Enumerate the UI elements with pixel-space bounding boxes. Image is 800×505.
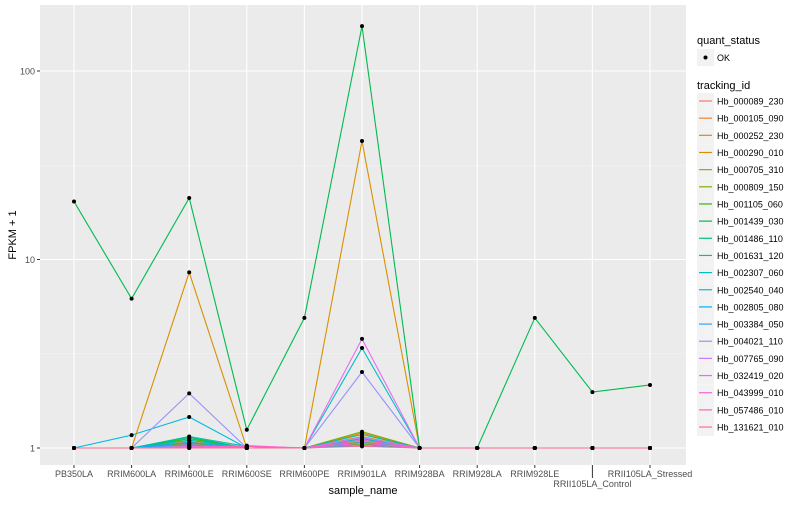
legend-point-icon: [703, 55, 708, 60]
legend-label-Hb_043999_010: Hb_043999_010: [717, 388, 784, 398]
x-tick-label: RRIM600LA: [107, 469, 156, 479]
x-tick-label: RRIM928BA: [395, 469, 445, 479]
y-tick-label: 1: [30, 444, 35, 454]
data-point: [360, 24, 364, 29]
data-point: [648, 446, 652, 450]
legend-label-Hb_003384_050: Hb_003384_050: [717, 320, 784, 330]
x-tick-label: RRII105LA_Control: [553, 479, 631, 489]
legend-label-Hb_000252_230: Hb_000252_230: [717, 131, 784, 141]
legend-label-Hb_002307_060: Hb_002307_060: [717, 268, 784, 278]
x-axis-title: sample_name: [328, 485, 397, 497]
legend-label-Hb_032419_020: Hb_032419_020: [717, 371, 784, 381]
x-tick-label: RRIM600LE: [165, 469, 214, 479]
data-point: [187, 270, 192, 275]
data-point: [302, 315, 307, 320]
x-tick-label: RRIM600SE: [222, 469, 272, 479]
data-point: [129, 433, 134, 438]
data-point: [244, 427, 249, 432]
data-point: [129, 446, 134, 450]
data-point: [187, 391, 192, 396]
legend-label-Hb_000809_150: Hb_000809_150: [717, 182, 784, 192]
data-point: [72, 199, 76, 204]
data-point: [360, 139, 364, 144]
data-point: [360, 432, 364, 437]
legend-label-Hb_000705_310: Hb_000705_310: [717, 165, 784, 175]
data-point: [187, 415, 192, 420]
data-point: [302, 446, 307, 450]
legend-label-ok: OK: [717, 53, 730, 63]
data-point: [360, 444, 364, 449]
data-point: [532, 446, 537, 450]
data-point: [360, 336, 364, 341]
y-axis: 1 10 100: [20, 67, 40, 454]
legend-label-Hb_002805_080: Hb_002805_080: [717, 302, 784, 312]
y-tick-label: 10: [25, 255, 35, 265]
data-points: [72, 24, 652, 450]
data-point: [187, 195, 192, 200]
y-tick-label: 100: [20, 67, 35, 77]
data-point: [590, 390, 595, 395]
data-point: [590, 446, 595, 450]
x-tick-label: RRII105LA_Stressed: [608, 469, 693, 479]
legend-label-Hb_057486_010: Hb_057486_010: [717, 405, 784, 415]
data-point: [187, 434, 192, 439]
data-point: [72, 446, 76, 450]
data-point: [532, 315, 537, 320]
legend-label-Hb_000105_090: Hb_000105_090: [717, 114, 784, 124]
x-tick-label: RRIM901LA: [337, 469, 386, 479]
legend-label-Hb_007765_090: Hb_007765_090: [717, 354, 784, 364]
data-point: [360, 346, 364, 351]
legend-label-Hb_000089_230: Hb_000089_230: [717, 97, 784, 107]
legend-title-quant-status: quant_status: [697, 35, 760, 47]
plot-panel: [40, 5, 686, 465]
data-point: [475, 446, 480, 450]
data-point: [417, 446, 422, 450]
data-point: [244, 446, 249, 450]
data-point: [187, 446, 192, 450]
data-point: [129, 296, 134, 301]
x-tick-label: RRIM928LE: [510, 469, 559, 479]
legend-label-Hb_001105_060: Hb_001105_060: [717, 199, 783, 209]
legend-label-Hb_131621_010: Hb_131621_010: [717, 423, 784, 433]
legend-label-Hb_001631_120: Hb_001631_120: [717, 251, 784, 261]
data-point: [360, 370, 364, 375]
legend-label-Hb_001486_110: Hb_001486_110: [717, 234, 783, 244]
legend-label-Hb_002540_040: Hb_002540_040: [717, 285, 784, 295]
y-axis-title: FPKM + 1: [7, 210, 19, 259]
x-tick-label: RRIM600PE: [279, 469, 329, 479]
legend-label-Hb_000290_010: Hb_000290_010: [717, 148, 784, 158]
legend-label-Hb_001439_030: Hb_001439_030: [717, 217, 784, 227]
grid-lines: [40, 5, 686, 465]
x-tick-label: PB350LA: [55, 469, 93, 479]
data-point: [648, 382, 652, 387]
legend-title-tracking-id: tracking_id: [697, 80, 750, 92]
x-tick-label: RRIM928LA: [453, 469, 502, 479]
legend-label-Hb_004021_110: Hb_004021_110: [717, 337, 783, 347]
data-point: [360, 438, 364, 443]
data-point: [360, 435, 364, 440]
legend: quant_status tracking_id OK Hb_000089_230…: [697, 35, 784, 437]
x-axis: PB350LA RRIM600LA RRIM600LE RRIM600SE RRIM60…: [55, 465, 692, 489]
data-point: [360, 441, 364, 446]
